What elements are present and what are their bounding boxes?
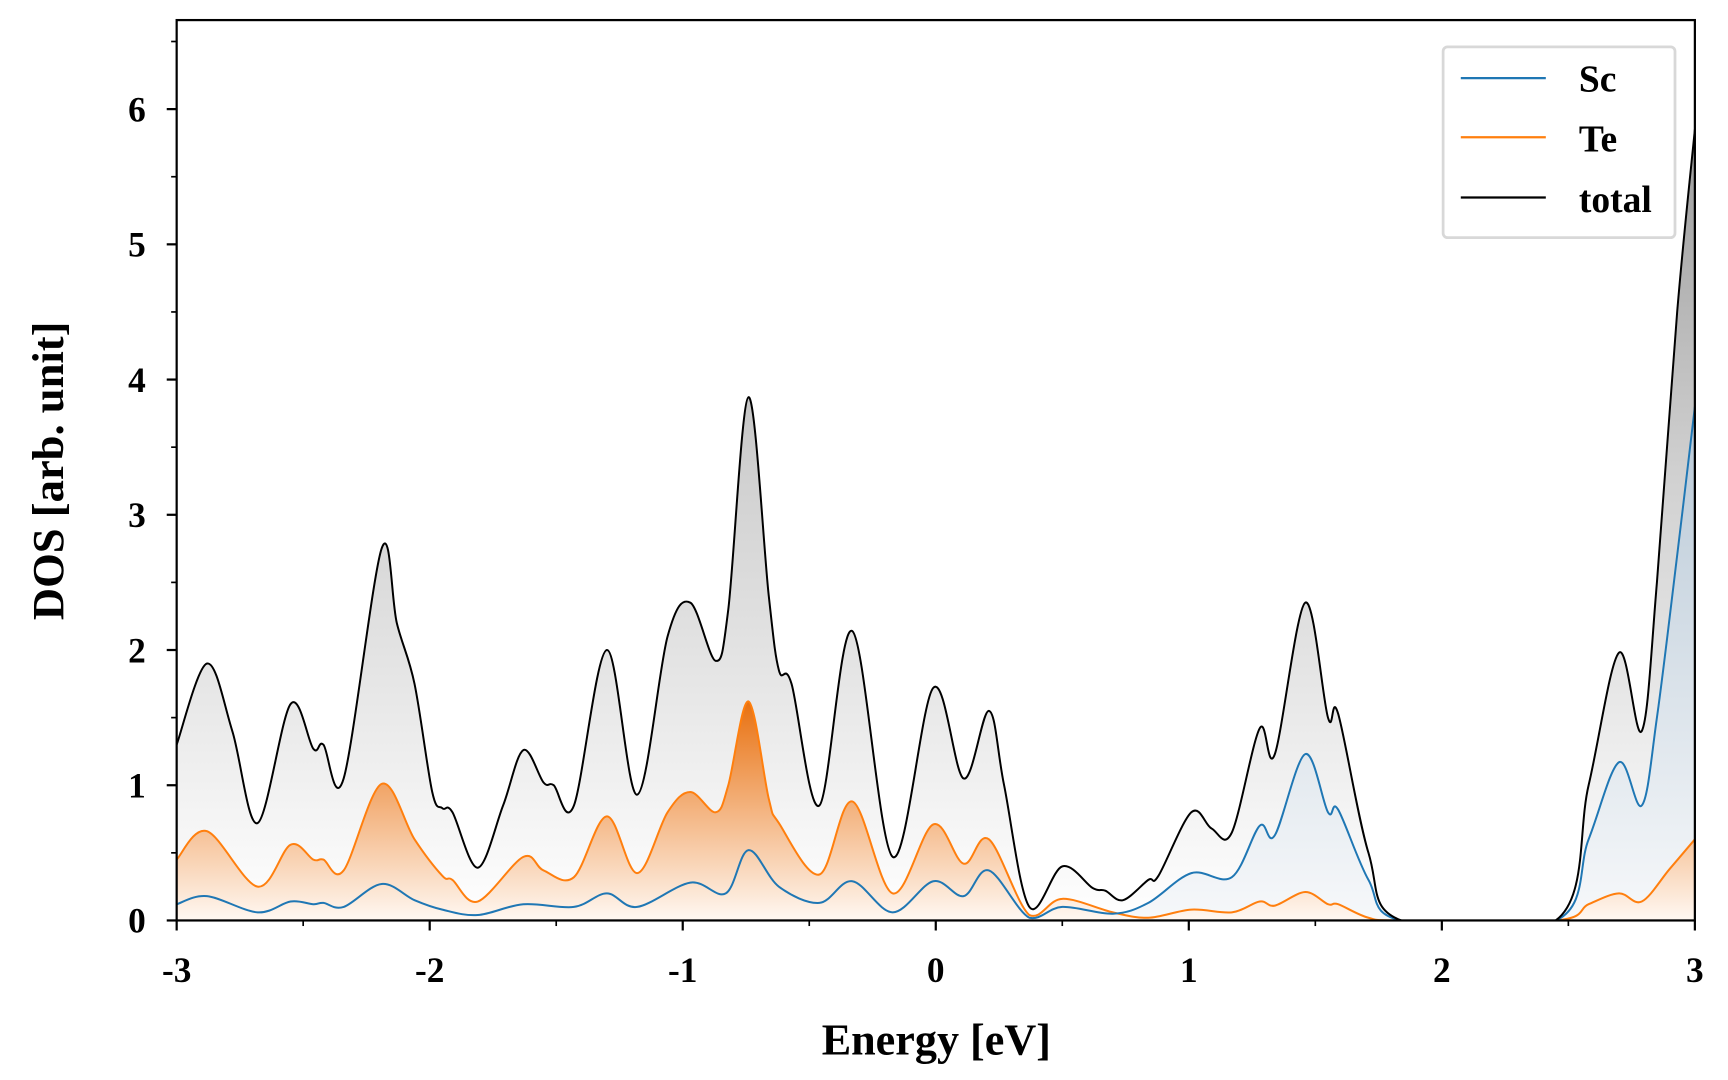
y-tick-label: 0 bbox=[128, 901, 146, 941]
legend-label-te: Te bbox=[1579, 119, 1617, 161]
y-tick-label: 4 bbox=[128, 360, 146, 400]
fill-area-sc bbox=[176, 406, 1695, 921]
x-tick-label: -3 bbox=[162, 950, 191, 990]
x-tick-label: 2 bbox=[1433, 950, 1451, 990]
legend-label-total: total bbox=[1579, 179, 1652, 221]
series-line-sc bbox=[176, 406, 1695, 921]
fill-area-te bbox=[176, 701, 1695, 921]
x-tick-label: -2 bbox=[415, 950, 444, 990]
series-line-total bbox=[176, 129, 1695, 921]
x-tick-label: 3 bbox=[1686, 950, 1704, 990]
y-axis-label: DOS [arb. unit] bbox=[23, 322, 73, 621]
legend: Sc Te total bbox=[1441, 45, 1677, 240]
y-tick-label: 2 bbox=[128, 630, 146, 670]
y-tick-label: 3 bbox=[128, 495, 146, 535]
x-axis-label: Energy [eV] bbox=[822, 1014, 1051, 1064]
y-tick-label: 1 bbox=[128, 765, 146, 805]
y-tick-label: 5 bbox=[128, 224, 146, 264]
x-tick-label: 1 bbox=[1180, 950, 1198, 990]
legend-box bbox=[1441, 45, 1677, 240]
x-tick-label: -1 bbox=[668, 950, 697, 990]
series-line-te bbox=[176, 700, 1695, 921]
y-tick-label: 6 bbox=[128, 89, 146, 129]
fill-area-total bbox=[176, 129, 1695, 921]
legend-label-sc: Sc bbox=[1579, 58, 1617, 100]
x-tick-label: 0 bbox=[927, 950, 945, 990]
